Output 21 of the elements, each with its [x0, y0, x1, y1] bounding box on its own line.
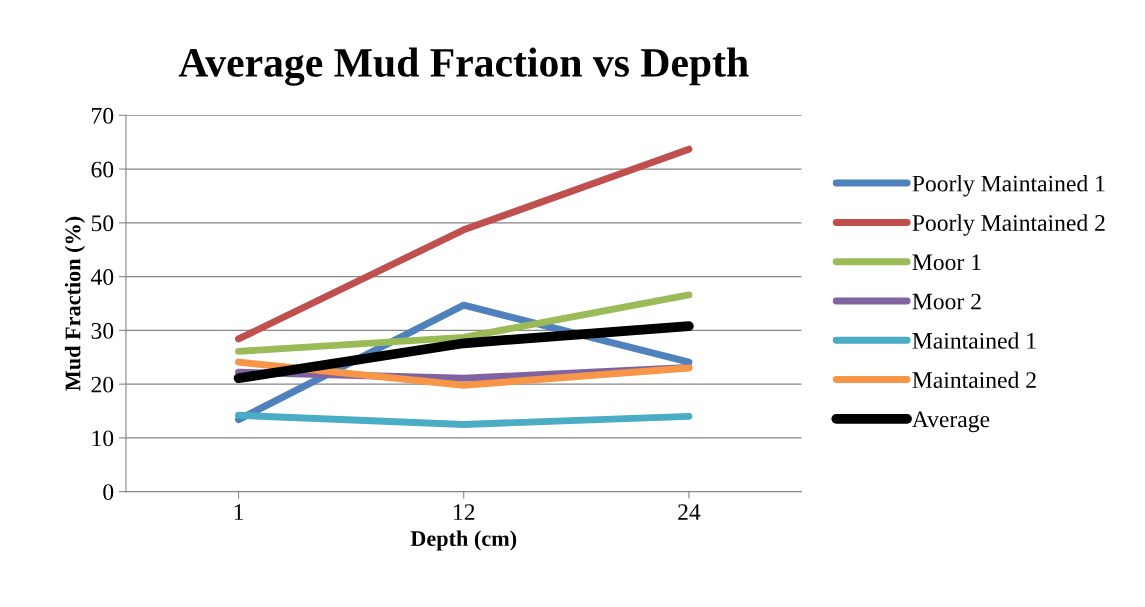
y-tick-label: 10 [92, 430, 114, 447]
legend-label: Moor 1 [912, 254, 981, 271]
legend-label: Average [912, 411, 990, 433]
y-tick-label: 50 [91, 215, 114, 232]
x-tick-label: 1 [234, 504, 244, 520]
y-tick-label: 30 [91, 322, 114, 339]
legend-label: Poorly Maintained 2 [912, 214, 1105, 236]
y-tick-label: 70 [92, 107, 114, 124]
legend-label: Moor 2 [912, 293, 981, 310]
y-axis-title: Mud Fraction (%) [64, 216, 85, 391]
legend-label: Maintained 1 [912, 332, 1036, 349]
y-tick-label: 0 [103, 484, 114, 501]
y-tick-label: 20 [91, 376, 114, 393]
x-tick-label: 24 [678, 504, 701, 520]
legend-label: Poorly Maintained 1 [912, 174, 1105, 197]
chart-title: Average Mud Fraction vs Depth [178, 47, 749, 86]
y-tick-label: 40 [90, 269, 114, 286]
legend-label: Maintained 2 [912, 371, 1036, 389]
x-tick-label: 12 [454, 504, 475, 520]
x-axis-title: Depth (cm) [410, 530, 517, 551]
y-tick-label: 60 [91, 161, 114, 178]
